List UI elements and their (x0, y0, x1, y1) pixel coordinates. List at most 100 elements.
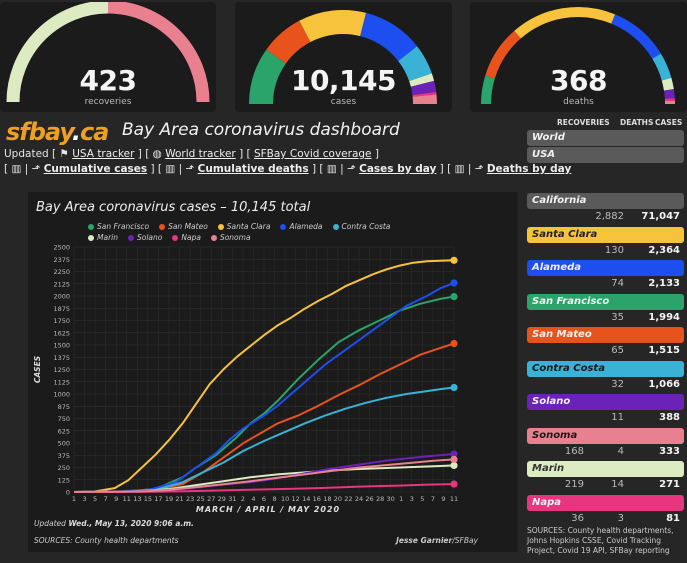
gauge-segment (481, 75, 495, 105)
y-tick-label: 1250 (53, 366, 70, 374)
sfbay-logo[interactable]: sfbay.ca (6, 118, 109, 146)
deaths-by-day-link[interactable]: Deaths by day (486, 163, 572, 175)
y-tick-label: 1625 (53, 329, 70, 337)
bar-chart-icon: ▥ (11, 163, 22, 175)
x-tick-label: 5 (93, 495, 97, 503)
gauge-segment (663, 89, 675, 99)
legend-label: Santa Clara (226, 222, 271, 231)
region-row-world[interactable]: World (527, 130, 684, 146)
series-line-contra-costa[interactable] (73, 386, 455, 493)
series-end-point[interactable] (450, 339, 458, 348)
legend-item[interactable]: Alameda (280, 222, 323, 231)
legend-item[interactable]: Marin (88, 233, 118, 242)
cases-value: 388 (659, 412, 680, 423)
col-deaths: DEATHS (620, 118, 654, 127)
cumulative-cases-link[interactable]: Cumulative cases (43, 163, 148, 175)
region-row-napa[interactable]: Napa (527, 494, 684, 511)
y-tick-label: 500 (58, 440, 70, 448)
usa-tracker-link[interactable]: USA tracker (72, 148, 135, 160)
world-tracker-link[interactable]: World tracker (165, 148, 236, 160)
x-tick-label: 17 (154, 495, 162, 503)
line-chart-icon: ⬏ (474, 163, 484, 175)
legend-item[interactable]: San Francisco (88, 222, 149, 231)
line-chart-icon: ⬏ (347, 163, 356, 175)
deaths-value: 14 (611, 479, 624, 490)
y-tick-label: 750 (58, 415, 70, 423)
region-row-alameda[interactable]: Alameda (527, 260, 684, 276)
series-end-point[interactable] (450, 256, 458, 264)
y-tick-label: 1750 (53, 317, 70, 325)
region-row-santa-clara[interactable]: Santa Clara (527, 226, 684, 243)
x-tick-label: 9 (114, 495, 118, 503)
series-line-santa-clara[interactable] (73, 259, 455, 493)
series-end-point[interactable] (450, 450, 458, 458)
chart-credit: Jesse Garnier/SFBay (396, 536, 478, 545)
series-line-san-mateo[interactable] (73, 342, 455, 493)
col-cases: CASES (655, 118, 683, 127)
cases-value: 10,145 (290, 64, 397, 97)
cumulative-deaths-link[interactable]: Cumulative deaths (197, 163, 309, 175)
cases-by-day-link[interactable]: Cases by day (359, 163, 437, 175)
deaths-gauge: 368 deaths (470, 2, 687, 112)
recoveries-value: 423 (79, 64, 137, 97)
x-tick-label: 10 (281, 495, 289, 503)
chart-title: Bay Area coronavirus cases – 10,145 tota… (36, 200, 311, 215)
gauge-segment (611, 14, 661, 59)
x-tick-label: 30 (387, 495, 395, 503)
y-tick-label: 1000 (53, 391, 70, 399)
legend-item[interactable]: Napa (172, 233, 201, 242)
legend-label: Contra Costa (341, 222, 391, 231)
region-row-sonoma[interactable]: Sonoma (527, 427, 684, 444)
region-row-san-mateo[interactable]: San Mateo (527, 327, 684, 343)
legend-swatch (172, 235, 179, 241)
links-row-1: Updated [ ⚑ USA tracker ] [ ◍ World trac… (4, 148, 379, 160)
series-line-napa[interactable] (73, 483, 455, 493)
recoveries-value: 168 (564, 445, 584, 457)
cases-value: 1,066 (648, 378, 680, 390)
series-line-alameda[interactable] (73, 282, 455, 493)
gauge-segment (410, 80, 437, 96)
legend-swatch (280, 224, 287, 230)
sfbay-coverage-link[interactable]: SFBay Covid coverage (253, 148, 372, 160)
deaths-gauge-arc (481, 7, 675, 105)
gauge-segment (485, 30, 521, 79)
x-tick-label: 3 (82, 495, 86, 503)
x-tick-label: 7 (431, 495, 435, 503)
flag-icon: ⚑ (59, 148, 69, 160)
y-tick-label: 125 (58, 476, 70, 484)
recoveries-value: 219 (564, 479, 584, 490)
legend-item[interactable]: Santa Clara (217, 222, 271, 231)
y-tick-label: 1500 (53, 342, 70, 350)
legend-item[interactable]: Contra Costa (332, 222, 391, 231)
x-tick-label: 1 (72, 495, 76, 503)
series-end-point[interactable] (450, 383, 458, 392)
region-row-usa[interactable]: USA (527, 147, 684, 163)
series-end-point[interactable] (450, 461, 458, 470)
deaths-value: 74 (611, 278, 624, 289)
deaths-value: 4 (617, 445, 624, 457)
gauge-segment (266, 20, 311, 64)
x-tick-label: 8 (272, 495, 276, 503)
region-row-marin[interactable]: Marin (527, 461, 684, 477)
region-row-contra-costa[interactable]: Contra Costa (527, 360, 684, 377)
legend-item[interactable]: San Mateo (159, 222, 208, 231)
region-row-san-francisco[interactable]: San Francisco (527, 293, 684, 310)
legend-item[interactable]: Sonoma (210, 233, 251, 242)
x-tick-label: 25 (197, 495, 205, 503)
gauge-segment (299, 10, 367, 43)
deaths-value: 130 (604, 244, 624, 256)
series-line-sonoma[interactable] (73, 458, 455, 493)
x-tick-label: 4 (251, 495, 255, 503)
legend-item[interactable]: Solano (128, 233, 162, 242)
series-line-marin[interactable] (73, 464, 455, 493)
series-end-point[interactable] (450, 455, 458, 463)
y-tick-label: 1125 (53, 378, 70, 386)
series-end-point[interactable] (450, 292, 458, 301)
series-end-point[interactable] (450, 480, 458, 488)
region-row-solano[interactable]: Solano (527, 394, 684, 410)
series-end-point[interactable] (450, 279, 458, 287)
y-tick-label: 875 (58, 403, 70, 411)
cases-value: 2,364 (648, 244, 680, 256)
region-row-california[interactable]: California (527, 193, 684, 209)
x-tick-label: 19 (165, 495, 173, 503)
